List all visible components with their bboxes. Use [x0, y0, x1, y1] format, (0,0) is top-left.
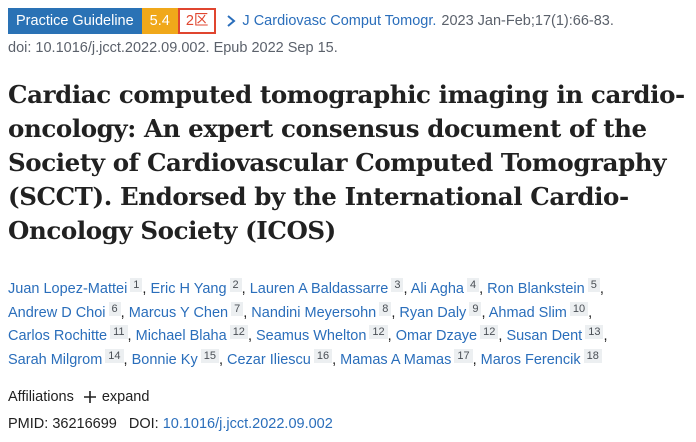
author-name[interactable]: Juan Lopez-Mattei: [8, 281, 128, 297]
author-name[interactable]: Cezar Iliescu: [227, 351, 311, 368]
author: Bonnie Ky 15,: [131, 348, 223, 368]
zone-badge: 2区: [177, 8, 217, 34]
affiliation-number[interactable]: 14: [105, 348, 124, 363]
affiliation-number[interactable]: 13: [585, 325, 604, 339]
affiliation-number[interactable]: 10: [569, 301, 589, 316]
author-name[interactable]: Lauren A Baldassarre: [249, 281, 389, 297]
affiliation-number[interactable]: 8: [379, 301, 392, 316]
author: Nandini Meyersohn 8,: [251, 301, 396, 321]
author-name[interactable]: Ryan Daly: [399, 304, 467, 321]
author: Carlos Rochitte 11,: [8, 325, 132, 344]
separator: ,: [120, 304, 125, 321]
author-name[interactable]: Ahmad Slim: [488, 304, 567, 321]
author-name[interactable]: Ali Agha: [410, 281, 464, 297]
separator: ,: [588, 304, 593, 321]
separator: ,: [472, 351, 477, 368]
citation-row: Practice Guideline 5.4 2区 J Cardiovasc C…: [8, 8, 614, 34]
separator: ,: [481, 304, 486, 321]
separator: ,: [247, 328, 252, 344]
author: Cezar Iliescu 16,: [227, 348, 337, 368]
affiliation-number[interactable]: 16: [313, 348, 333, 363]
author-name[interactable]: Ron Blankstein: [487, 281, 585, 297]
publication-type: Practice Guideline: [8, 8, 142, 34]
author-name[interactable]: Sarah Milgrom: [8, 351, 103, 368]
author-name[interactable]: Susan Dent: [506, 328, 583, 344]
author: Seamus Whelton 12,: [256, 325, 392, 344]
author-name[interactable]: Carlos Rochitte: [8, 328, 108, 344]
separator: ,: [241, 281, 246, 297]
separator: ,: [479, 281, 484, 297]
author-name[interactable]: Mamas A Mamas: [340, 351, 452, 368]
affiliation-number[interactable]: 17: [454, 348, 473, 363]
author: Mamas A Mamas 17,: [340, 348, 477, 368]
author: Juan Lopez-Mattei 1,: [8, 278, 147, 297]
author-name[interactable]: Maros Ferencik: [480, 351, 581, 368]
doi-link[interactable]: 10.1016/j.jcct.2022.09.002: [162, 416, 333, 432]
author-name[interactable]: Omar Dzaye: [395, 328, 478, 344]
author: Ali Agha 4,: [410, 278, 484, 297]
pmid: 36216699: [52, 416, 117, 432]
affiliation-number[interactable]: 2: [229, 278, 242, 292]
author: Andrew D Choi 6,: [8, 301, 125, 321]
impact-factor: 5.4: [141, 8, 178, 34]
identifiers: PMID: 36216699 DOI: 10.1016/j.jcct.2022.…: [8, 416, 333, 432]
author-name[interactable]: Bonnie Ky: [131, 351, 198, 368]
affiliation-number[interactable]: 11: [110, 325, 128, 339]
affiliation-number[interactable]: 18: [583, 348, 602, 363]
author: Lauren A Baldassarre 3,: [249, 278, 408, 297]
author: Michael Blaha 12,: [135, 325, 252, 344]
author-name[interactable]: Michael Blaha: [135, 328, 227, 344]
author: Ron Blankstein 5,: [487, 278, 604, 297]
affiliation-number[interactable]: 3: [391, 278, 404, 292]
plus-icon[interactable]: [83, 390, 97, 404]
separator: ,: [498, 328, 503, 344]
affiliation-number[interactable]: 12: [480, 325, 499, 339]
affiliation-number[interactable]: 12: [369, 325, 388, 339]
author: Susan Dent 13,: [506, 325, 608, 344]
affiliation-number[interactable]: 12: [229, 325, 248, 339]
separator: ,: [599, 281, 604, 297]
separator: ,: [123, 351, 128, 368]
author-name[interactable]: Andrew D Choi: [8, 304, 106, 321]
affiliations: Affiliations expand: [8, 389, 149, 405]
expand-button[interactable]: expand: [101, 389, 150, 405]
pmid-label: PMID:: [8, 416, 49, 432]
author-name[interactable]: Marcus Y Chen: [128, 304, 229, 321]
author: Sarah Milgrom 14,: [8, 348, 128, 368]
author: Eric H Yang 2,: [150, 278, 246, 297]
separator: ,: [218, 351, 223, 368]
author: Omar Dzaye 12,: [395, 325, 503, 344]
article-title: Cardiac computed tomographic imaging in …: [8, 80, 685, 245]
affiliation-number[interactable]: 1: [130, 278, 143, 292]
affiliation-number[interactable]: 15: [200, 348, 219, 363]
separator: ,: [127, 328, 132, 344]
author-list: Juan Lopez-Mattei 1, Eric H Yang 2, Lauren…: [8, 278, 684, 372]
chevron-icon: [227, 15, 236, 27]
affiliations-label: Affiliations: [8, 389, 74, 405]
author: Maros Ferencik 18: [480, 348, 602, 368]
author-name[interactable]: Seamus Whelton: [256, 328, 367, 344]
affiliation-number[interactable]: 6: [108, 301, 121, 316]
affiliation-number[interactable]: 4: [466, 278, 480, 292]
separator: ,: [243, 304, 248, 321]
author: Marcus Y Chen 7,: [128, 301, 248, 321]
author-name[interactable]: Eric H Yang: [150, 281, 227, 297]
separator: ,: [391, 304, 396, 321]
journal-link[interactable]: J Cardiovasc Comput Tomogr.: [242, 13, 437, 29]
author: Ahmad Slim 10,: [488, 301, 593, 321]
separator: ,: [603, 328, 608, 344]
affiliation-number[interactable]: 9: [469, 301, 482, 316]
affiliation-number[interactable]: 5: [587, 278, 600, 292]
separator: ,: [332, 351, 337, 368]
separator: ,: [142, 281, 147, 297]
doi-line: doi: 10.1016/j.jcct.2022.09.002. Epub 20…: [8, 40, 338, 56]
affiliation-number[interactable]: 7: [231, 301, 244, 316]
doi-label: DOI:: [128, 416, 159, 432]
separator: ,: [387, 328, 392, 344]
author-name[interactable]: Nandini Meyersohn: [251, 304, 377, 321]
author: Ryan Daly 9,: [399, 301, 486, 321]
separator: ,: [403, 281, 408, 297]
citation: 2023 Jan-Feb;17(1):66-83.: [441, 13, 614, 29]
